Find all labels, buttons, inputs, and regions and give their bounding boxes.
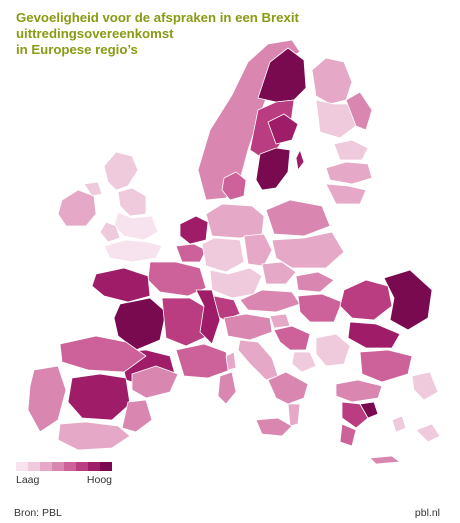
map-region-serbia[interactable] bbox=[315, 333, 351, 367]
map-region-slovakia[interactable] bbox=[295, 271, 335, 293]
map-region-slovenia[interactable] bbox=[269, 313, 291, 329]
map-region-estonia[interactable] bbox=[333, 139, 369, 161]
chart-title: Gevoeligheid voor de afspraken in een Br… bbox=[16, 10, 446, 58]
map-region-andalusia[interactable] bbox=[57, 421, 131, 451]
map-region-midlands[interactable] bbox=[113, 211, 159, 241]
legend-low-label: Laag bbox=[16, 474, 40, 486]
legend-swatch-8 bbox=[100, 462, 112, 471]
map-region-romania-south[interactable] bbox=[347, 321, 401, 349]
map-region-bulgaria[interactable] bbox=[359, 349, 413, 383]
map-region-north-greece[interactable] bbox=[335, 379, 383, 403]
map-region-wales[interactable] bbox=[99, 221, 121, 243]
map-region-calabria[interactable] bbox=[287, 403, 301, 427]
map-region-lithuania[interactable] bbox=[325, 183, 367, 205]
map-region-poland-south[interactable] bbox=[271, 231, 345, 269]
map-region-corsica[interactable] bbox=[225, 351, 237, 371]
map-region-spain-north[interactable] bbox=[59, 335, 147, 373]
color-legend: Laag Hoog bbox=[16, 462, 112, 486]
map-region-crete[interactable] bbox=[369, 455, 401, 465]
map-region-cyprus[interactable] bbox=[415, 423, 441, 443]
map-region-brittany[interactable] bbox=[91, 267, 151, 303]
map-region-spain-centre[interactable] bbox=[67, 373, 131, 421]
map-region-italy-north[interactable] bbox=[223, 313, 273, 341]
map-region-south-sweden[interactable] bbox=[255, 147, 291, 191]
map-region-france-south[interactable] bbox=[175, 343, 231, 379]
map-region-peloponnese[interactable] bbox=[339, 423, 357, 447]
map-region-north-england[interactable] bbox=[117, 187, 147, 217]
map-region-germany-west[interactable] bbox=[201, 237, 245, 273]
map-region-finland-north[interactable] bbox=[311, 57, 353, 105]
map-region-portugal[interactable] bbox=[27, 365, 67, 433]
map-region-belgium[interactable] bbox=[175, 243, 207, 263]
map-region-gotland[interactable] bbox=[295, 149, 305, 171]
map-region-latvia[interactable] bbox=[325, 161, 373, 185]
map-region-italy-centre[interactable] bbox=[237, 339, 279, 381]
legend-swatch-4 bbox=[52, 462, 64, 471]
map-region-italy-south[interactable] bbox=[267, 371, 309, 405]
map-region-spain-east[interactable] bbox=[121, 399, 153, 433]
legend-swatch-1 bbox=[16, 462, 28, 471]
map-region-france-east[interactable] bbox=[195, 289, 221, 345]
map-region-romania-east[interactable] bbox=[383, 269, 433, 331]
legend-high-label: Hoog bbox=[86, 474, 112, 486]
map-region-romania-west[interactable] bbox=[339, 279, 393, 321]
legend-color-scale bbox=[16, 462, 112, 471]
map-region-croatia[interactable] bbox=[273, 325, 311, 351]
legend-swatch-6 bbox=[76, 462, 88, 471]
map-region-northern-ireland[interactable] bbox=[83, 181, 103, 197]
source-label: Bron: PBL bbox=[14, 507, 62, 519]
map-region-catalonia[interactable] bbox=[131, 365, 179, 399]
map-region-bosnia[interactable] bbox=[291, 351, 317, 373]
legend-swatch-5 bbox=[64, 462, 76, 471]
map-region-south-england[interactable] bbox=[103, 239, 163, 263]
map-region-turkey-edge[interactable] bbox=[411, 371, 439, 401]
map-region-aegean[interactable] bbox=[391, 415, 407, 433]
map-region-hungary[interactable] bbox=[297, 293, 343, 323]
map-region-czechia[interactable] bbox=[261, 261, 297, 285]
legend-swatch-7 bbox=[88, 462, 100, 471]
map-region-france-west[interactable] bbox=[113, 297, 167, 351]
map-region-germany-north[interactable] bbox=[205, 203, 265, 239]
map-region-scotland[interactable] bbox=[103, 151, 139, 191]
legend-swatch-2 bbox=[28, 462, 40, 471]
map-region-netherlands[interactable] bbox=[179, 215, 209, 245]
map-region-germany-east[interactable] bbox=[243, 233, 273, 267]
map-region-sicily[interactable] bbox=[255, 417, 293, 437]
title-line-1: Gevoeligheid voor de afspraken in een Br… bbox=[16, 10, 299, 41]
map-region-ireland[interactable] bbox=[57, 189, 97, 227]
title-line-2: in Europese regio’s bbox=[16, 42, 138, 57]
legend-swatch-3 bbox=[40, 462, 52, 471]
map-region-finland-east[interactable] bbox=[345, 91, 373, 131]
map-region-central-greece[interactable] bbox=[341, 401, 369, 429]
map-region-sardinia[interactable] bbox=[217, 371, 237, 405]
map-region-poland-north[interactable] bbox=[265, 199, 331, 237]
map-region-denmark[interactable] bbox=[221, 171, 247, 201]
map-region-stockholm[interactable] bbox=[267, 113, 299, 145]
map-region-attica[interactable] bbox=[359, 401, 379, 419]
brand-link[interactable]: pbl.nl bbox=[414, 507, 440, 519]
map-region-germany-south[interactable] bbox=[209, 267, 263, 299]
